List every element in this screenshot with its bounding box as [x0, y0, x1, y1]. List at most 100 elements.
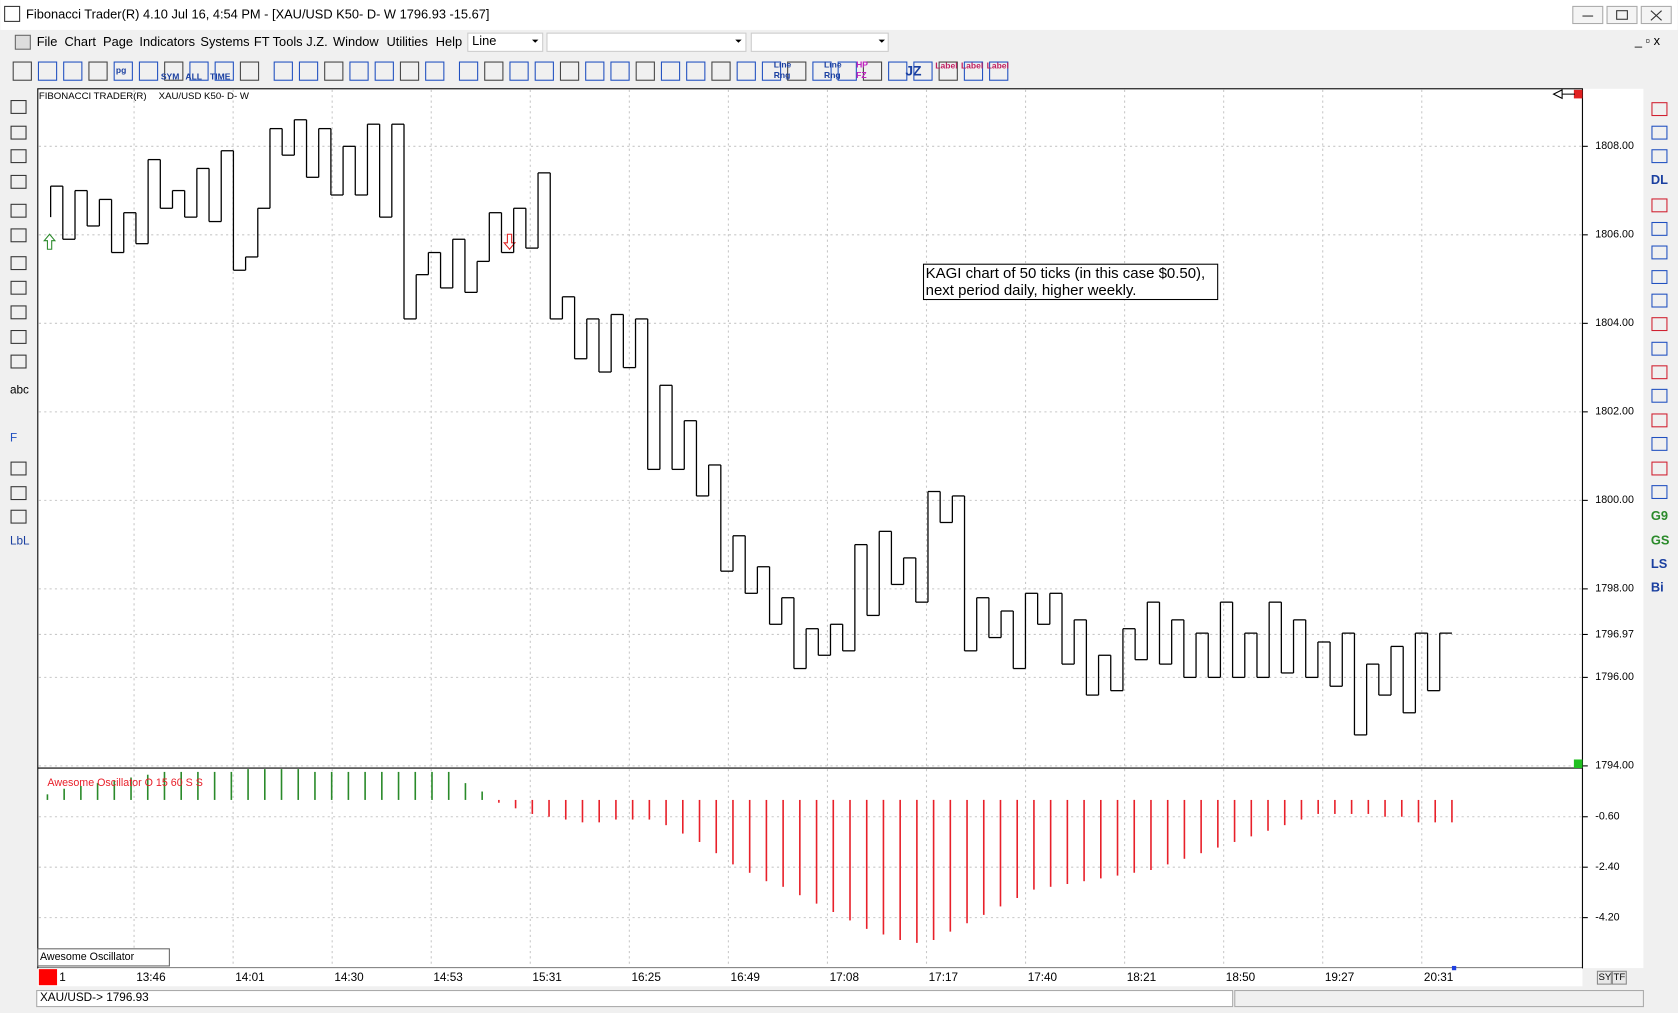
style-select[interactable] — [467, 32, 544, 52]
tool-icon[interactable] — [1651, 485, 1668, 500]
menu-item[interactable]: Help — [436, 34, 462, 49]
tool-button[interactable] — [88, 61, 108, 81]
tool-button[interactable] — [660, 61, 681, 81]
tool-button[interactable] — [837, 61, 857, 81]
dropdown-arrow — [878, 39, 885, 43]
menu-item[interactable]: Window — [333, 34, 379, 49]
tool-button[interactable] — [164, 61, 184, 81]
time-axis — [37, 968, 1583, 987]
menu: File Chart Page Indicators Systems FT Tools J.… — [37, 34, 462, 49]
tool-icon[interactable] — [10, 486, 27, 501]
tool-icon[interactable] — [10, 330, 27, 344]
menu-item[interactable]: Chart — [65, 34, 97, 49]
tool-button[interactable] — [37, 61, 58, 81]
y-tick-label: 1794.00 — [1595, 760, 1634, 772]
tf-button[interactable] — [1611, 970, 1627, 985]
tool-icon[interactable] — [1651, 341, 1668, 356]
dropdown-arrow — [531, 39, 539, 43]
menu-item[interactable]: J.Z. — [306, 34, 327, 49]
tool-icon[interactable] — [10, 149, 27, 164]
tool-icon[interactable] — [10, 256, 27, 271]
tool-icon[interactable] — [1651, 461, 1668, 476]
tool-icon[interactable] — [1651, 317, 1668, 332]
menu-item[interactable]: FT Tools — [254, 34, 303, 49]
tool-button[interactable] — [189, 61, 209, 81]
window-buttons[interactable] — [1572, 5, 1672, 25]
tool-button[interactable] — [374, 61, 394, 81]
tool-button[interactable] — [812, 61, 832, 81]
tool-button[interactable] — [458, 61, 479, 81]
tool-button[interactable] — [711, 61, 731, 81]
tool-button[interactable] — [349, 61, 369, 81]
tool-icon[interactable] — [1651, 245, 1668, 260]
tool-button[interactable] — [63, 61, 83, 81]
tool-button[interactable] — [534, 61, 554, 81]
annotation-box — [922, 263, 1219, 301]
glyph — [1650, 10, 1662, 21]
tool-icon[interactable] — [10, 203, 27, 218]
tool-button[interactable] — [425, 61, 445, 81]
tool-icon[interactable] — [10, 461, 27, 476]
tool-button[interactable] — [686, 61, 706, 81]
tool-icon[interactable] — [10, 280, 27, 295]
tool-button[interactable] — [862, 61, 883, 81]
tool-icon[interactable] — [1651, 270, 1668, 285]
tool-button[interactable] — [787, 61, 807, 81]
tool-icon[interactable] — [1651, 413, 1668, 428]
symbol-select[interactable] — [546, 32, 747, 52]
tool-icon[interactable] — [10, 100, 27, 114]
x-tick-label: 14:53 — [433, 971, 463, 984]
scroll-arrow[interactable] — [1552, 88, 1575, 100]
tool-icon[interactable] — [1651, 365, 1668, 380]
tool-button[interactable] — [559, 61, 580, 81]
tool-button[interactable] — [938, 61, 958, 81]
tool-button[interactable] — [214, 61, 234, 81]
position-marker — [1451, 965, 1457, 971]
mdi-buttons[interactable]: _ ▫ x — [1634, 33, 1661, 48]
tool-button[interactable] — [989, 61, 1009, 81]
tool-icon[interactable] — [1651, 102, 1668, 117]
tool-button[interactable] — [138, 61, 159, 81]
tool-button[interactable] — [913, 61, 933, 81]
tool-button[interactable] — [635, 61, 655, 81]
tool-button[interactable] — [484, 61, 504, 81]
tool-icon[interactable] — [1651, 436, 1668, 451]
tool-icon[interactable] — [10, 125, 27, 140]
tool-button[interactable] — [324, 61, 344, 81]
tool-icon[interactable] — [1651, 198, 1668, 213]
indicator-tab[interactable] — [37, 948, 170, 967]
sy-button[interactable] — [1596, 970, 1612, 985]
tool-button[interactable] — [736, 61, 756, 81]
minimize[interactable] — [1572, 5, 1604, 25]
menu-item[interactable]: Systems — [200, 34, 249, 49]
maximize[interactable] — [1606, 5, 1638, 25]
tool-icon[interactable] — [10, 354, 27, 369]
tool-icon[interactable] — [1651, 221, 1668, 236]
tool-button[interactable] — [509, 61, 529, 81]
tool-button[interactable] — [585, 61, 605, 81]
menu-item[interactable]: Utilities — [387, 34, 428, 49]
tool-button[interactable] — [239, 61, 260, 81]
tool-icon[interactable] — [10, 174, 27, 189]
tool-icon[interactable] — [10, 509, 27, 524]
tool-button[interactable] — [12, 61, 32, 81]
menu-item[interactable]: File — [37, 34, 58, 49]
tool-icon[interactable] — [1651, 125, 1668, 140]
period-select[interactable] — [750, 32, 889, 52]
tool-icon[interactable] — [1651, 149, 1668, 164]
tool-button[interactable] — [888, 61, 908, 81]
menu-item[interactable]: Indicators — [139, 34, 195, 49]
tool-button[interactable] — [399, 61, 420, 81]
menu-item[interactable]: Page — [103, 34, 133, 49]
tool-button[interactable] — [761, 61, 782, 81]
tool-button[interactable] — [273, 61, 293, 81]
tool-icon[interactable] — [10, 305, 27, 320]
tool-button[interactable] — [610, 61, 630, 81]
tool-label: pg — [116, 65, 126, 75]
tool-icon[interactable] — [1651, 388, 1668, 403]
tool-icon[interactable] — [1651, 293, 1668, 308]
tool-icon[interactable] — [10, 228, 27, 243]
tool-button[interactable] — [113, 61, 133, 81]
tool-button[interactable] — [298, 61, 319, 81]
tool-button[interactable] — [963, 61, 984, 81]
